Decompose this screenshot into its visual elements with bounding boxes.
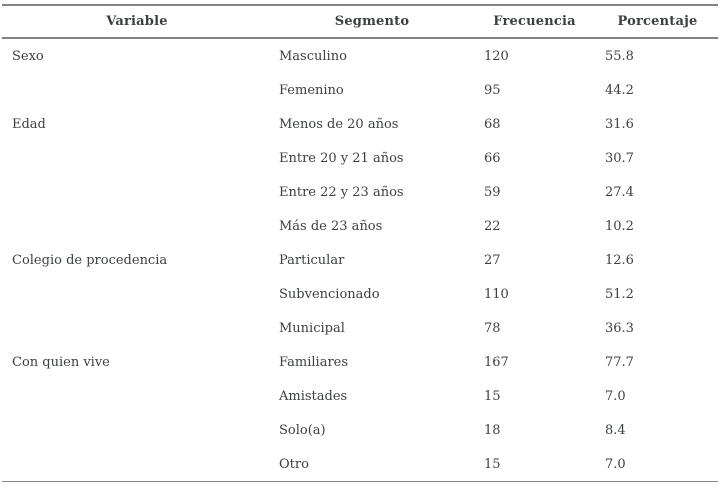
cell-variable: [2, 447, 272, 482]
table-row: Otro 15 7.0: [2, 447, 718, 482]
cell-porcentaje: 44.2: [605, 82, 634, 98]
cell-variable: [2, 73, 272, 107]
cell-porcentaje: 8.4: [605, 422, 626, 438]
cell-segmento: Subvencionado: [279, 286, 380, 302]
cell-frecuencia: 66: [484, 150, 501, 166]
table-head: Variable Segmento Frecuencia Porcentaje: [2, 5, 718, 38]
column-header-frecuencia: Frecuencia: [493, 14, 576, 29]
table-row: Con quien vive Familiares 167 77.7: [2, 345, 718, 379]
table-row: Entre 20 y 21 años 66 30.7: [2, 141, 718, 175]
cell-porcentaje: 51.2: [605, 286, 634, 302]
cell-porcentaje: 31.6: [605, 116, 634, 132]
cell-porcentaje: 55.8: [605, 48, 634, 64]
cell-frecuencia: 15: [484, 456, 501, 472]
cell-frecuencia: 95: [484, 82, 501, 98]
cell-porcentaje: 77.7: [605, 354, 634, 370]
cell-variable: Sexo: [12, 48, 44, 64]
frequency-table: Variable Segmento Frecuencia Porcentaje …: [2, 4, 718, 482]
cell-porcentaje: 12.6: [605, 252, 634, 268]
cell-frecuencia: 59: [484, 184, 501, 200]
cell-segmento: Más de 23 años: [279, 218, 383, 234]
cell-segmento: Familiares: [279, 354, 349, 370]
cell-variable: Edad: [12, 116, 46, 132]
cell-porcentaje: 10.2: [605, 218, 634, 234]
cell-variable: Colegio de procedencia: [12, 252, 168, 268]
header-row: Variable Segmento Frecuencia Porcentaje: [2, 5, 718, 38]
cell-segmento: Menos de 20 años: [279, 116, 399, 132]
table-row: Subvencionado 110 51.2: [2, 277, 718, 311]
cell-segmento: Amistades: [279, 388, 348, 404]
table-row: Municipal 78 36.3: [2, 311, 718, 345]
cell-variable: Con quien vive: [12, 354, 110, 370]
cell-segmento: Municipal: [279, 320, 345, 336]
table-row: Sexo Masculino 120 55.8: [2, 38, 718, 73]
cell-frecuencia: 120: [484, 48, 509, 64]
column-header-segmento: Segmento: [334, 14, 410, 29]
cell-porcentaje: 36.3: [605, 320, 634, 336]
cell-frecuencia: 27: [484, 252, 501, 268]
cell-variable: [2, 277, 272, 311]
cell-frecuencia: 110: [484, 286, 509, 302]
cell-frecuencia: 68: [484, 116, 501, 132]
cell-frecuencia: 15: [484, 388, 501, 404]
cell-variable: [2, 311, 272, 345]
table-row: Edad Menos de 20 años 68 31.6: [2, 107, 718, 141]
cell-segmento: Particular: [279, 252, 345, 268]
cell-frecuencia: 22: [484, 218, 501, 234]
cell-porcentaje: 30.7: [605, 150, 634, 166]
table-row: Entre 22 y 23 años 59 27.4: [2, 175, 718, 209]
table-row: Amistades 15 7.0: [2, 379, 718, 413]
cell-segmento: Masculino: [279, 48, 347, 64]
cell-variable: [2, 209, 272, 243]
table-body: Sexo Masculino 120 55.8 Femenino 95 44.2 Edad Me…: [2, 38, 718, 482]
cell-segmento: Otro: [279, 456, 309, 472]
cell-porcentaje: 7.0: [605, 388, 626, 404]
column-header-porcentaje: Porcentaje: [617, 14, 698, 29]
table-row: Más de 23 años 22 10.2: [2, 209, 718, 243]
cell-variable: [2, 175, 272, 209]
cell-segmento: Entre 22 y 23 años: [279, 184, 404, 200]
table-row: Colegio de procedencia Particular 27 12.6: [2, 243, 718, 277]
cell-variable: [2, 413, 272, 447]
cell-variable: [2, 379, 272, 413]
cell-segmento: Entre 20 y 21 años: [279, 150, 404, 166]
cell-porcentaje: 7.0: [605, 456, 626, 472]
table-row: Solo(a) 18 8.4: [2, 413, 718, 447]
cell-frecuencia: 18: [484, 422, 501, 438]
column-header-variable: Variable: [106, 14, 168, 29]
cell-frecuencia: 167: [484, 354, 509, 370]
cell-frecuencia: 78: [484, 320, 501, 336]
cell-segmento: Solo(a): [279, 422, 326, 438]
cell-variable: [2, 141, 272, 175]
table-row: Femenino 95 44.2: [2, 73, 718, 107]
cell-porcentaje: 27.4: [605, 184, 634, 200]
cell-segmento: Femenino: [279, 82, 344, 98]
